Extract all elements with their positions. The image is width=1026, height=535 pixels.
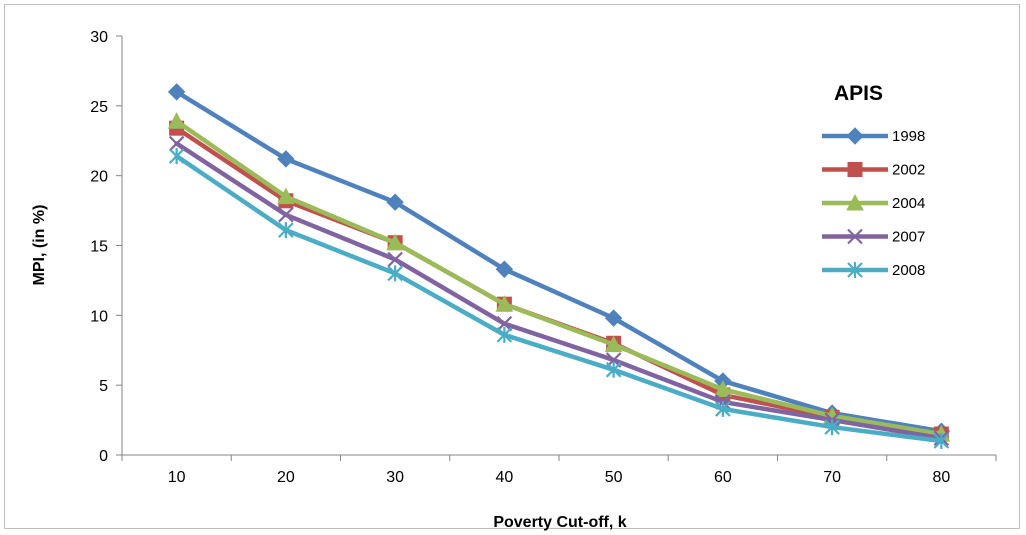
legend-label: 1998 (892, 128, 925, 145)
series-2007 (168, 135, 950, 447)
legend-marker (847, 228, 863, 245)
data-point-2008 (605, 361, 622, 378)
y-tick-label: 0 (99, 448, 108, 465)
legend-title: APIS (834, 82, 883, 105)
y-tick-label: 5 (99, 378, 108, 395)
data-point-2004 (495, 295, 514, 312)
legend-item-2002: 2002 (822, 162, 925, 179)
x-tick-label: 40 (495, 469, 513, 486)
legend-marker (846, 127, 864, 145)
legend: APIS 1998 2002 2004 2007 2008 (822, 82, 925, 279)
legend-item-2007: 2007 (822, 229, 925, 246)
data-point-2004 (386, 233, 404, 251)
x-tick-label: 10 (168, 469, 186, 486)
data-point-2007 (168, 135, 185, 152)
data-point-2008 (168, 148, 185, 165)
data-point-2008 (933, 433, 950, 450)
legend-marker (847, 262, 863, 278)
legend-label: 2002 (892, 162, 925, 179)
x-tick-label: 50 (605, 469, 623, 486)
legend-item-2004: 2004 (822, 193, 925, 212)
y-tick-label: 30 (90, 29, 108, 46)
legend-item-1998: 1998 (822, 127, 925, 145)
legend-item-2008: 2008 (822, 262, 925, 279)
x-tick-label: 80 (932, 469, 950, 486)
legend-label: 2007 (892, 229, 925, 246)
y-tick-label: 10 (90, 308, 108, 325)
series-line-2008 (174, 153, 944, 444)
data-point-1998 (277, 150, 295, 168)
data-point-2008 (715, 400, 731, 417)
data-point-2004 (714, 380, 732, 397)
series-line-1998 (174, 89, 944, 434)
x-axis-title: Poverty Cut-off, k (493, 514, 626, 531)
y-tick-label: 25 (90, 99, 108, 116)
data-point-2007 (278, 206, 294, 223)
series-line-2004 (174, 118, 944, 437)
data-point-2008 (387, 265, 403, 282)
x-tick-label: 30 (386, 469, 404, 486)
data-point-2007 (387, 251, 403, 268)
legend-label: 2008 (892, 262, 925, 279)
y-axis: 0 5 10 15 20 25 30 (90, 29, 123, 465)
legend-marker (846, 193, 864, 211)
x-tick-label: 60 (714, 469, 732, 486)
data-point-2007 (496, 315, 513, 332)
series-line-2007 (174, 141, 944, 441)
series-2008 (168, 148, 950, 450)
data-point-1998 (386, 193, 404, 211)
data-point-2008 (824, 419, 840, 436)
data-point-1998 (604, 309, 623, 327)
legend-label: 2004 (892, 195, 925, 212)
data-point-2004 (277, 187, 295, 205)
data-point-2004 (604, 335, 623, 353)
x-tick-label: 20 (277, 469, 295, 486)
data-point-1998 (167, 83, 186, 101)
series-line-2002 (174, 125, 944, 437)
y-tick-label: 15 (90, 239, 108, 256)
legend-marker (847, 162, 863, 177)
x-tick-label: 70 (823, 469, 841, 486)
y-axis-title: MPI, (in %) (31, 205, 48, 286)
data-point-2008 (278, 222, 294, 239)
data-point-1998 (495, 260, 514, 278)
y-tick-label: 20 (90, 169, 108, 186)
x-axis: 10 20 30 40 50 60 70 80 (121, 454, 997, 486)
data-point-2008 (496, 326, 513, 343)
series-layer (167, 83, 951, 450)
data-point-2004 (167, 112, 186, 129)
